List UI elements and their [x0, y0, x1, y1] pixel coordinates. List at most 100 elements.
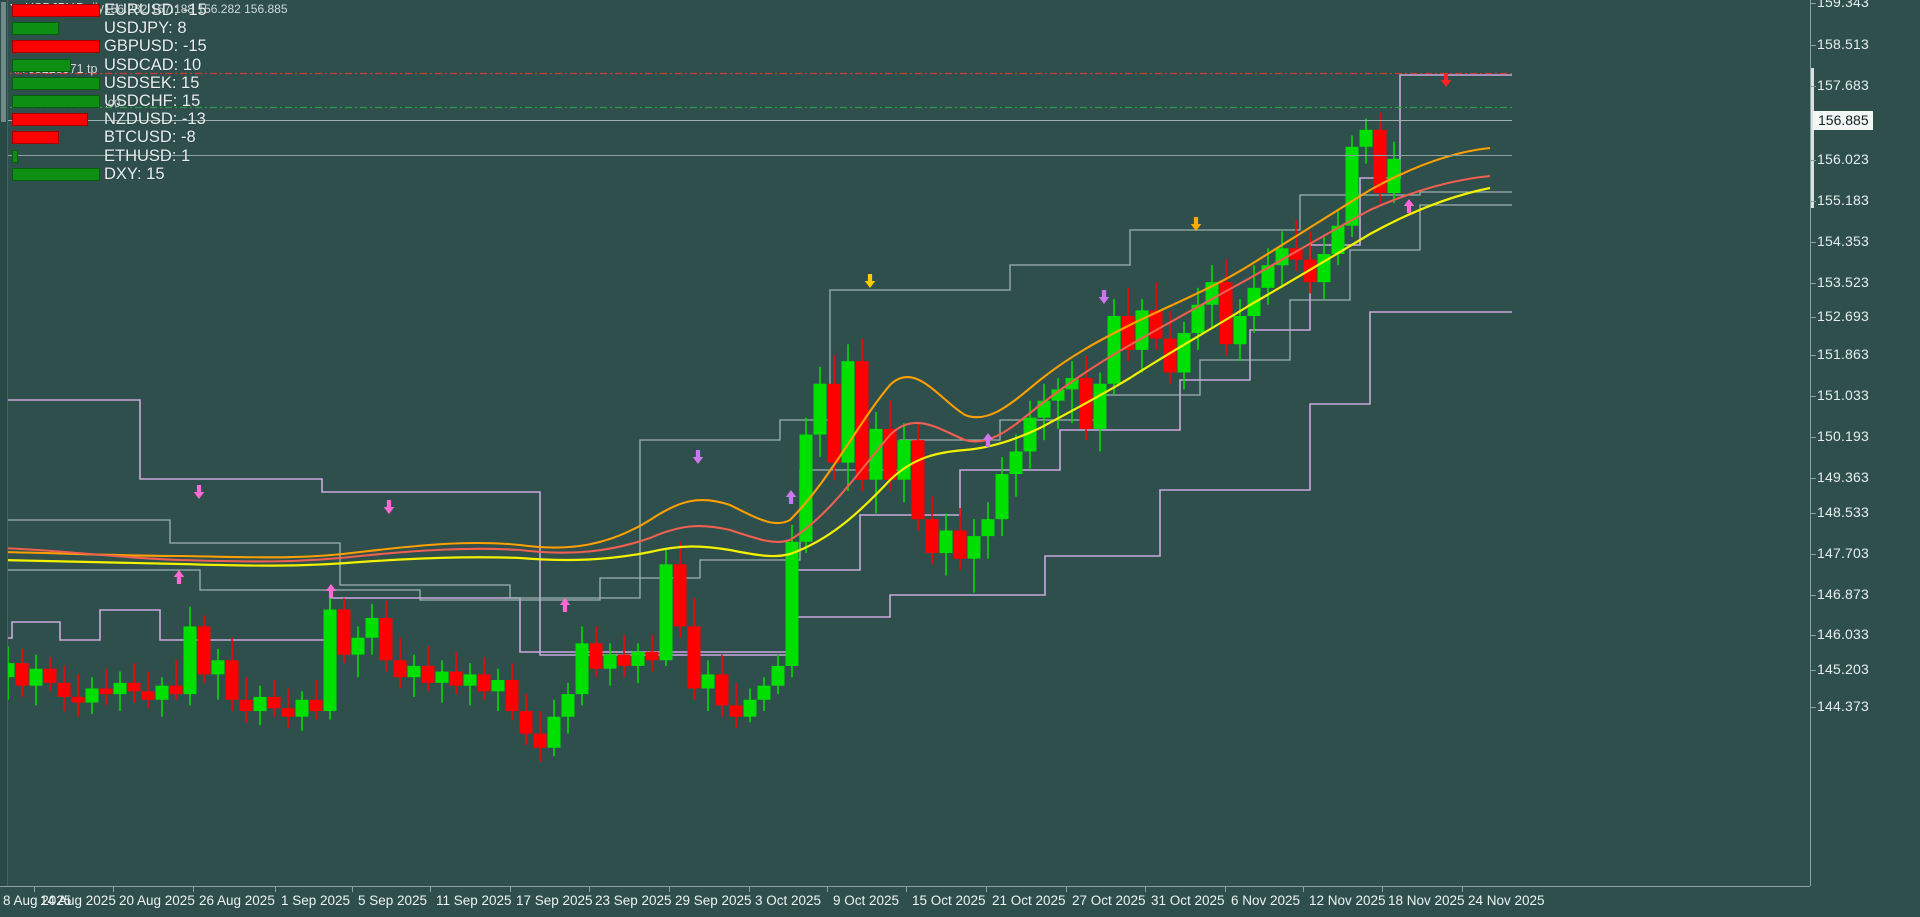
strength-row: DXY: 15 [12, 164, 227, 184]
candle-body [393, 660, 407, 678]
price-tickmark [1811, 45, 1816, 46]
candle-body [505, 680, 519, 712]
candle-body [617, 654, 631, 666]
candle-body [757, 685, 771, 700]
candle-body [1051, 389, 1065, 401]
strength-row: BTCUSD: -8 [12, 128, 227, 147]
candlestick-chart-svg [0, 72, 1512, 762]
strength-label-eurusd: EURUSD: -15 [104, 1, 207, 19]
candle-body [1023, 417, 1037, 452]
price-tickmark [1811, 670, 1816, 671]
candle-body [575, 643, 589, 695]
signal-arrow-down-icon [864, 274, 876, 288]
strength-row: USDJPY: 8 [12, 19, 227, 38]
strength-label-btcusd: BTCUSD: -8 [104, 128, 196, 147]
candle-body [589, 643, 603, 669]
candle-layer [1, 112, 1401, 762]
candle-body [827, 383, 841, 463]
strength-label-ethusd: ETHUSD: 1 [104, 146, 191, 165]
price-scale[interactable]: 159.343 158.513 157.683 156.885 156.023 155.1… [1810, 0, 1920, 886]
strength-label-usdchf: USDCHF: 15 [104, 91, 201, 110]
candle-body [1331, 225, 1345, 254]
candle-body [351, 637, 365, 655]
date-tick-label: 21 Oct 2025 [992, 893, 1066, 908]
date-tick-label: 24 Nov 2025 [1468, 893, 1545, 908]
price-tickmark [1811, 160, 1816, 161]
chart-vertical-strip[interactable] [0, 0, 8, 886]
price-tickmark [1811, 201, 1816, 202]
candle-body [323, 609, 337, 712]
date-tickmark [34, 887, 35, 892]
price-tick-label: 151.863 [1817, 346, 1870, 362]
signal-arrow-down-icon [193, 485, 205, 499]
date-tick-label: 15 Oct 2025 [912, 893, 986, 908]
date-tickmark [1066, 887, 1067, 892]
ma-orange-line [0, 146, 1491, 559]
candle-body [1009, 451, 1023, 475]
candle-body [645, 651, 659, 661]
candle-body [1233, 316, 1247, 345]
candle-body [127, 682, 141, 692]
candle-body [981, 519, 995, 537]
price-tickmark [1811, 707, 1816, 708]
date-tick-label: 3 Oct 2025 [755, 893, 822, 908]
candle-body [309, 699, 323, 712]
signal-arrow-up-icon [785, 490, 797, 504]
candle-body [57, 682, 71, 697]
candle-body [155, 685, 169, 700]
signal-arrow-up-icon [173, 570, 185, 584]
price-tickmark [1811, 554, 1816, 555]
candle-body [813, 383, 827, 435]
date-tickmark [1462, 887, 1463, 892]
candle-body [29, 668, 43, 686]
chart-plot-area[interactable] [0, 0, 1512, 886]
candle-body [1163, 338, 1177, 373]
candle-body [421, 665, 435, 683]
candle-body [99, 688, 113, 695]
candle-body [1261, 265, 1275, 288]
candle-body [239, 699, 253, 712]
currency-strength-panel: EURUSD: -15 USDJPY: 8 GBPUSD: -15 USDCAD: 1… [12, 1, 227, 184]
date-tickmark [749, 887, 750, 892]
candle-body [15, 663, 29, 686]
date-tickmark [827, 887, 828, 892]
candle-body [785, 541, 799, 666]
date-tickmark [1225, 887, 1226, 892]
strength-bar-nzdusd [12, 113, 89, 127]
strength-bar-dxy [12, 167, 100, 181]
price-tick-label: 150.193 [1817, 428, 1870, 444]
date-tickmark [275, 887, 276, 892]
candle-body [855, 361, 869, 480]
scroll-thumb[interactable] [1, 2, 6, 122]
price-tick-label: 145.203 [1817, 661, 1870, 677]
candle-body [1107, 316, 1121, 384]
price-tickmark [1811, 317, 1816, 318]
strength-row: USDSEK: 15 [12, 74, 227, 93]
date-scale[interactable]: 8 Aug 2025 14 Aug 2025 20 Aug 2025 26 Aug 2… [0, 886, 1810, 917]
date-tick-label: 11 Sep 2025 [436, 893, 512, 908]
date-tick-label: 6 Nov 2025 [1231, 893, 1301, 908]
candle-body [911, 440, 925, 520]
candle-body [85, 688, 99, 703]
price-tick-label: 151.033 [1817, 387, 1870, 403]
strength-row: NZDUSD: -13 [12, 110, 227, 129]
price-tickmark [1811, 86, 1816, 87]
signal-arrow-down-icon [1190, 217, 1202, 231]
date-tickmark [986, 887, 987, 892]
strength-bar-gbpusd [12, 40, 100, 54]
candle-body [687, 626, 701, 689]
strength-row: USDCHF: 15 [12, 91, 227, 111]
strength-row: EURUSD: -15 [12, 1, 227, 20]
strength-bar-ethusd [12, 149, 18, 163]
candle-body [491, 680, 505, 692]
candle-body [995, 474, 1009, 520]
price-tick-label: 149.363 [1817, 469, 1870, 485]
signal-arrow-up-icon [325, 584, 337, 598]
price-tickmark [1811, 3, 1816, 4]
current-price-badge: 156.885 [1813, 111, 1873, 130]
candle-body [1289, 248, 1303, 260]
strength-label-dxy: DXY: 15 [104, 164, 165, 183]
candle-body [225, 660, 239, 700]
date-tickmark [1145, 887, 1146, 892]
